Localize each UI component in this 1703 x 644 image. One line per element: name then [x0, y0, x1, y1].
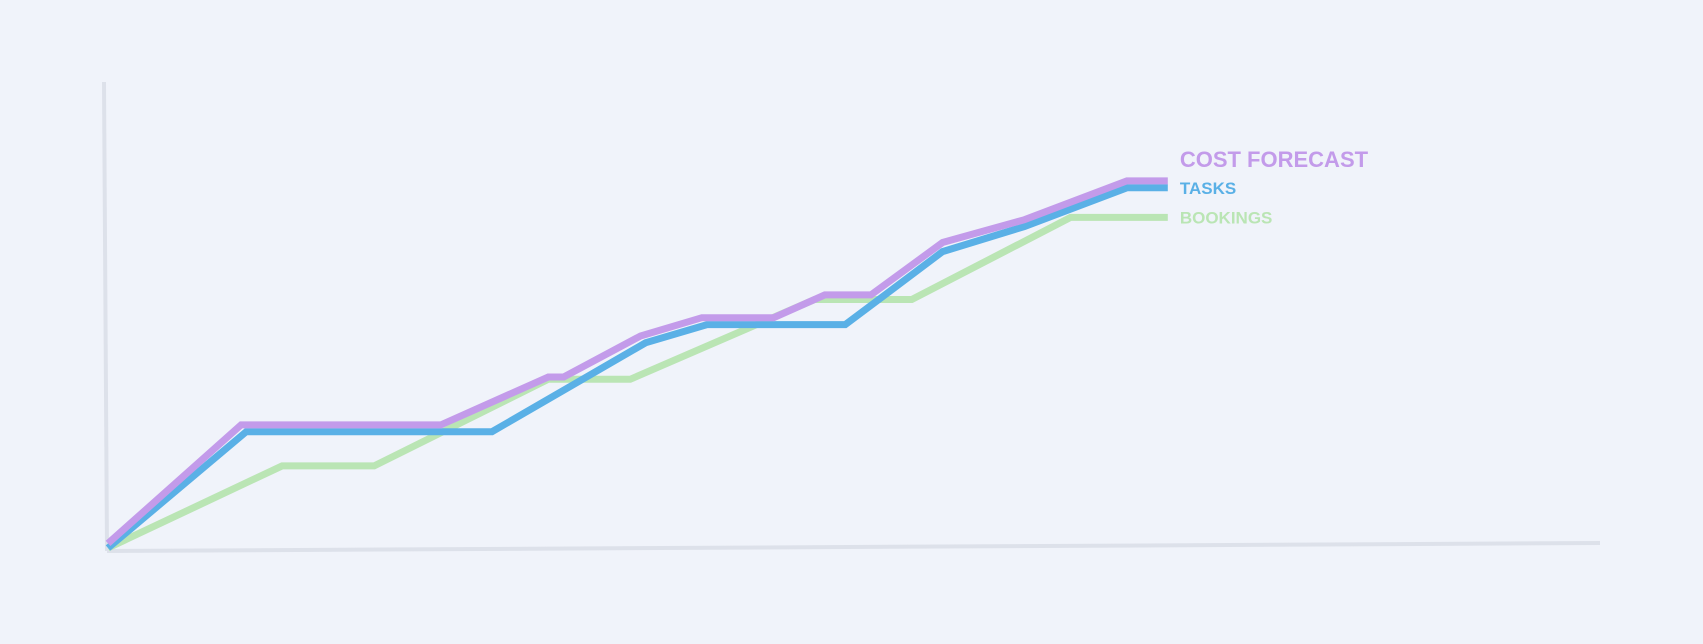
series-line-cost-forecast	[105, 177, 1168, 547]
series-layer	[105, 177, 1168, 552]
legend-label-bookings: BOOKINGS	[1180, 208, 1273, 227]
series-line-tasks	[105, 184, 1168, 551]
legend-label-cost-forecast: COST FORECAST	[1180, 147, 1369, 172]
x-axis	[106, 541, 1601, 553]
series-line-bookings	[106, 213, 1168, 552]
y-axis	[102, 81, 109, 552]
legend-label-tasks: TASKS	[1180, 179, 1236, 198]
legend-layer: COST FORECAST TASKS BOOKINGS	[1180, 147, 1369, 227]
